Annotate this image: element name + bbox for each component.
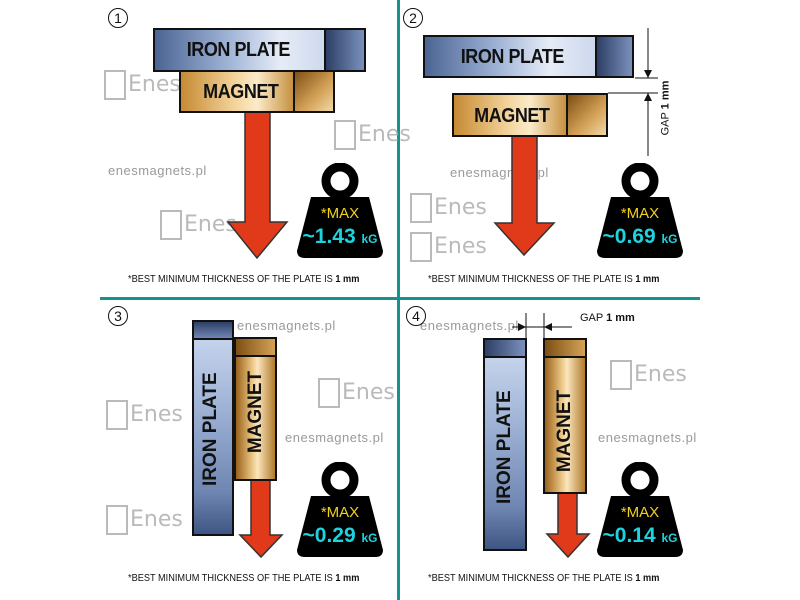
- watermark-url: enesmagnets.pl: [420, 318, 519, 333]
- arrow-down-icon: [226, 110, 289, 260]
- magnet-label: MAGNET: [245, 370, 266, 454]
- iron-plate-label: IRON PLATE: [494, 390, 515, 504]
- magnet-label: MAGNET: [554, 389, 575, 473]
- panel-number: 3: [108, 306, 128, 326]
- gap-label: GAP 1 mm: [580, 312, 635, 324]
- gap-dimension-line: [512, 313, 572, 341]
- panel-number: 2: [403, 8, 423, 28]
- magnet-block: MAGNET: [452, 93, 608, 137]
- iron-plate-label: IRON PLATE: [460, 46, 565, 68]
- footnote: *BEST MINIMUM THICKNESS OF THE PLATE IS …: [128, 573, 360, 584]
- watermark-url: enesmagnets.pl: [285, 430, 384, 445]
- magnet-label: MAGNET: [474, 105, 550, 127]
- magnet-label: MAGNET: [203, 81, 279, 103]
- watermark-url: enesmagnets.pl: [108, 163, 207, 178]
- watermark-logo: Enes: [610, 360, 687, 390]
- max-label: *MAX: [620, 205, 660, 222]
- force-value: ~0.14 kG: [602, 524, 678, 547]
- watermark-logo: Enes: [106, 505, 183, 535]
- arrow-down-icon: [493, 133, 556, 257]
- arrow-down-icon: [545, 490, 591, 559]
- horizontal-divider: [100, 297, 700, 300]
- weight-icon: *MAX ~0.69 kG: [597, 163, 683, 259]
- watermark-logo: Enes: [106, 400, 183, 430]
- max-label: *MAX: [320, 504, 360, 521]
- gap-dimension-line: [608, 28, 658, 156]
- magnet-block: MAGNET: [234, 337, 277, 481]
- max-label: *MAX: [620, 504, 660, 521]
- footnote: *BEST MINIMUM THICKNESS OF THE PLATE IS …: [428, 573, 660, 584]
- weight-icon: *MAX ~1.43 kG: [297, 163, 383, 259]
- vertical-divider: [397, 0, 400, 600]
- footnote: *BEST MINIMUM THICKNESS OF THE PLATE IS …: [128, 274, 360, 285]
- footnote: *BEST MINIMUM THICKNESS OF THE PLATE IS …: [428, 274, 660, 285]
- force-value: ~0.29 kG: [302, 524, 378, 547]
- panel-number: 1: [108, 8, 128, 28]
- panel-number: 4: [406, 306, 426, 326]
- iron-plate-label: IRON PLATE: [200, 372, 221, 486]
- iron-plate: IRON PLATE: [153, 28, 366, 72]
- watermark-logo: Enes: [410, 232, 487, 262]
- watermark-logo: Enes: [318, 378, 395, 408]
- watermark-url: enesmagnets.pl: [237, 318, 336, 333]
- max-label: *MAX: [320, 205, 360, 222]
- iron-plate: IRON PLATE: [483, 338, 527, 551]
- weight-icon: *MAX ~0.29 kG: [297, 462, 383, 558]
- watermark-logo: Enes: [410, 193, 487, 223]
- watermark-logo: Enes: [334, 120, 411, 150]
- watermark-logo: Enes: [160, 210, 237, 240]
- watermark-logo: Enes: [104, 70, 181, 100]
- force-value: ~0.69 kG: [602, 225, 678, 248]
- gap-label: GAP 1 mm: [659, 80, 672, 136]
- iron-plate: IRON PLATE: [192, 320, 234, 536]
- iron-plate: IRON PLATE: [423, 35, 634, 78]
- watermark-url: enesmagnets.pl: [598, 430, 697, 445]
- iron-plate-label: IRON PLATE: [186, 39, 291, 61]
- magnet-block: MAGNET: [543, 338, 587, 494]
- arrow-down-icon: [238, 477, 284, 559]
- magnet-block: MAGNET: [179, 69, 335, 113]
- force-value: ~1.43 kG: [302, 225, 378, 248]
- weight-icon: *MAX ~0.14 kG: [597, 462, 683, 558]
